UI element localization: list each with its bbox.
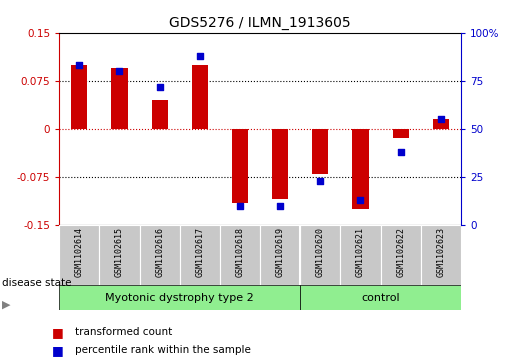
Point <box>115 68 124 74</box>
Bar <box>180 225 220 285</box>
Bar <box>232 129 248 203</box>
Bar <box>220 225 260 285</box>
Point <box>75 62 83 68</box>
Point <box>276 203 284 209</box>
Point <box>397 149 405 155</box>
Bar <box>272 129 288 199</box>
Text: transformed count: transformed count <box>75 327 172 337</box>
Text: GSM1102617: GSM1102617 <box>195 227 204 277</box>
Bar <box>421 225 461 285</box>
Bar <box>352 129 369 209</box>
Text: GSM1102623: GSM1102623 <box>436 227 445 277</box>
Text: ▶: ▶ <box>2 300 10 310</box>
Bar <box>392 129 409 138</box>
Text: GSM1102619: GSM1102619 <box>276 227 285 277</box>
Bar <box>99 225 140 285</box>
Bar <box>433 119 449 129</box>
Bar <box>340 225 381 285</box>
Text: disease state: disease state <box>2 278 71 288</box>
Bar <box>260 225 300 285</box>
Text: GSM1102618: GSM1102618 <box>235 227 245 277</box>
Point <box>156 83 164 89</box>
Text: ■: ■ <box>52 326 63 339</box>
Text: GSM1102622: GSM1102622 <box>396 227 405 277</box>
Bar <box>312 129 329 174</box>
Bar <box>300 285 461 310</box>
Text: control: control <box>362 293 400 303</box>
Bar <box>111 68 128 129</box>
Bar <box>192 65 208 129</box>
Text: GSM1102615: GSM1102615 <box>115 227 124 277</box>
Bar <box>151 100 168 129</box>
Point <box>236 203 244 209</box>
Point <box>316 178 324 184</box>
Bar <box>71 65 88 129</box>
Title: GDS5276 / ILMN_1913605: GDS5276 / ILMN_1913605 <box>169 16 351 30</box>
Text: ■: ■ <box>52 344 63 357</box>
Point <box>196 53 204 59</box>
Text: Myotonic dystrophy type 2: Myotonic dystrophy type 2 <box>106 293 254 303</box>
Bar <box>59 225 99 285</box>
Bar <box>59 285 300 310</box>
Text: GSM1102616: GSM1102616 <box>155 227 164 277</box>
Point <box>356 197 365 203</box>
Text: GSM1102621: GSM1102621 <box>356 227 365 277</box>
Bar <box>140 225 180 285</box>
Bar <box>300 225 340 285</box>
Text: percentile rank within the sample: percentile rank within the sample <box>75 345 251 355</box>
Text: GSM1102614: GSM1102614 <box>75 227 84 277</box>
Point <box>437 116 445 122</box>
Bar <box>381 225 421 285</box>
Text: GSM1102620: GSM1102620 <box>316 227 325 277</box>
